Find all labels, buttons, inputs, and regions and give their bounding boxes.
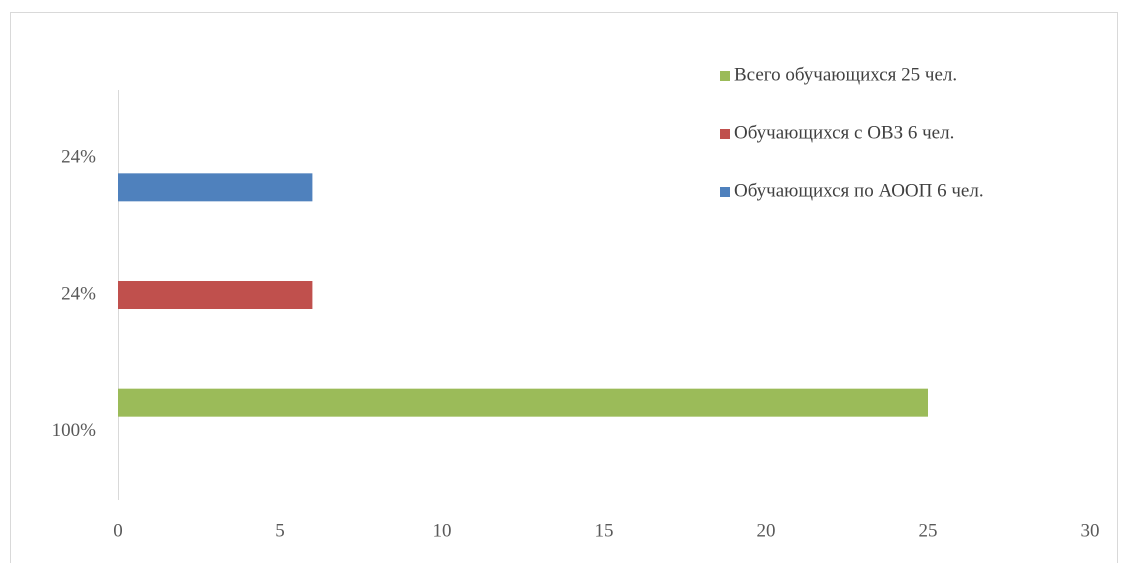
y-tick-label: 24% xyxy=(61,147,96,168)
x-tick-label: 10 xyxy=(433,520,452,541)
legend-label: Обучающихся по АООП 6 чел. xyxy=(734,180,984,201)
legend-swatch xyxy=(720,71,730,81)
bar xyxy=(118,173,313,202)
legend-label: Обучающихся с ОВЗ 6 чел. xyxy=(734,122,954,143)
x-tick-label: 20 xyxy=(757,520,776,541)
legend-label: Всего обучающихся 25 чел. xyxy=(734,64,957,85)
x-tick-label: 5 xyxy=(275,520,285,541)
legend-swatch xyxy=(720,187,730,197)
x-tick-label: 15 xyxy=(595,520,614,541)
x-tick-label: 30 xyxy=(1081,520,1100,541)
y-tick-label: 100% xyxy=(52,420,97,441)
bar xyxy=(118,388,928,417)
x-tick-label: 0 xyxy=(113,520,123,541)
x-tick-label: 25 xyxy=(919,520,938,541)
y-tick-label: 24% xyxy=(61,283,96,304)
bar xyxy=(118,281,313,309)
legend-swatch xyxy=(720,129,730,139)
